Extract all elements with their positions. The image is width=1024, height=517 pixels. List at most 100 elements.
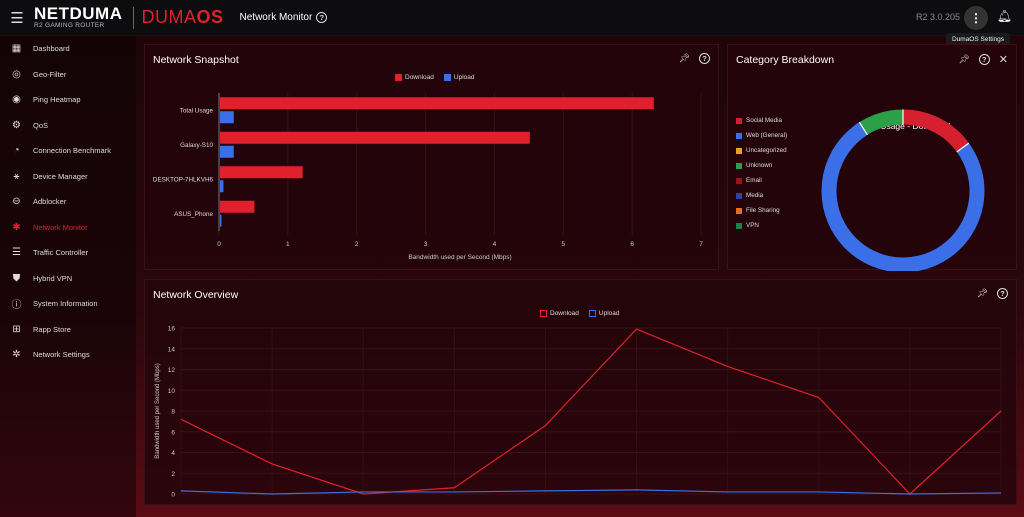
page-title: Network Monitor ?	[240, 12, 328, 23]
legend-item-download[interactable]: Download	[540, 310, 579, 317]
sidebar-item-connection-benchmark[interactable]: ◔ Connection Benchmark	[0, 138, 136, 164]
monitor-icon: ✱	[12, 221, 21, 233]
legend-swatch	[736, 192, 742, 199]
legend-label: Unknown	[746, 162, 773, 169]
sidebar-item-label: Adblocker	[33, 197, 67, 207]
legend-swatch	[736, 147, 742, 154]
legend-swatch	[540, 310, 547, 317]
category-donut-chart	[821, 109, 985, 271]
bar-download	[220, 131, 530, 144]
bar-upload	[220, 111, 234, 124]
line-series-download	[180, 328, 1002, 495]
brand-subtitle: R2 GAMING ROUTER	[34, 22, 105, 30]
legend-label: Media	[746, 192, 764, 199]
legend-label: Uncategorized	[746, 147, 787, 154]
sidebar-item-label: Geo-Filter	[33, 69, 67, 79]
sidebar-item-ping-heatmap[interactable]: ◉ Ping Heatmap	[0, 87, 136, 113]
globe-icon: ◎	[12, 68, 21, 80]
sidebar-item-rapp-store[interactable]: ⊞ Rapp Store	[0, 317, 136, 343]
sidebar-item-label: System Information	[33, 299, 98, 309]
dumaos-logo-a: DUMA	[141, 7, 197, 27]
legend-swatch	[395, 74, 402, 81]
x-axis-label: Bandwidth used per Second (Mbps)	[408, 254, 511, 261]
sidebar-item-label: Ping Heatmap	[33, 95, 81, 105]
help-icon[interactable]: ?	[978, 54, 990, 65]
sidebar-item-adblocker[interactable]: ⊖ Adblocker	[0, 189, 136, 215]
panel-title: Network Snapshot	[153, 54, 239, 66]
legend-item-download[interactable]: Download	[395, 74, 434, 81]
hamburger-icon[interactable]: ☰	[10, 9, 24, 27]
help-icon[interactable]: ?	[997, 288, 1008, 299]
panel-actions: 📌︎ ? ✕	[958, 53, 1008, 66]
sidebar-item-dashboard[interactable]: ▦ Dashboard	[0, 36, 136, 62]
legend-swatch	[736, 177, 742, 184]
y-tick-label: 6	[171, 429, 175, 436]
panel-title: Category Breakdown	[736, 54, 835, 66]
bar-upload	[220, 214, 222, 227]
category-legend-item[interactable]: Media	[736, 188, 787, 203]
kebab-icon[interactable]: ⋮	[964, 6, 988, 30]
sidebar-item-geo-filter[interactable]: ◎ Geo-Filter	[0, 62, 136, 88]
help-icon[interactable]: ?	[316, 12, 328, 23]
category-legend-item[interactable]: VPN	[736, 218, 787, 233]
dashboard-icon: ▦	[11, 43, 22, 55]
sidebar-item-device-manager[interactable]: ⚹ Device Manager	[0, 164, 136, 190]
legend-swatch	[736, 162, 742, 169]
x-tick-label: 2	[355, 241, 359, 248]
y-tick-label: 10	[168, 388, 176, 395]
sidebar-item-label: Rapp Store	[33, 324, 71, 334]
pin-icon[interactable]: 📌︎	[958, 54, 970, 64]
gear-icon: ✲	[12, 349, 21, 361]
panel-title: Network Overview	[153, 289, 239, 301]
x-tick-label: 4	[493, 241, 497, 248]
category-label: Galaxy-S10	[180, 142, 213, 149]
x-tick-label: 5	[561, 241, 565, 248]
category-legend-item[interactable]: Unknown	[736, 158, 787, 173]
help-icon[interactable]: ?	[699, 53, 710, 64]
legend-item-upload[interactable]: Upload	[588, 310, 620, 317]
bell-icon[interactable]: 🔔︎	[996, 9, 1012, 23]
category-legend-item[interactable]: Email	[736, 173, 787, 188]
x-tick-label: 6	[630, 241, 634, 248]
top-bar: ☰ NETDUMA R2 GAMING ROUTER DUMAOS Networ…	[0, 0, 1024, 36]
close-icon[interactable]: ✕	[998, 54, 1008, 66]
x-tick-label: 1	[286, 241, 290, 248]
page-title-text: Network Monitor	[239, 12, 313, 23]
category-legend-item[interactable]: Uncategorized	[736, 143, 787, 158]
category-legend-item[interactable]: Web (General)	[736, 128, 787, 143]
y-tick-label: 4	[171, 450, 175, 457]
shield-icon: ⛊	[12, 272, 21, 284]
network-snapshot-panel: Network Snapshot 📌︎ ? Download Upload 0 1…	[144, 44, 719, 270]
legend-swatch	[736, 222, 742, 229]
legend-swatch	[443, 74, 451, 81]
sidebar-item-label: Hybrid VPN	[33, 273, 73, 283]
sidebar: ▦ Dashboard ◎ Geo-Filter ◉ Ping Heatmap ⚙ QoS ◔ C…	[0, 36, 136, 517]
bar-download	[220, 200, 255, 213]
sidebar-item-system-information[interactable]: ⓘ System Information	[0, 291, 136, 317]
sidebar-item-network-monitor[interactable]: ✱ Network Monitor	[0, 215, 136, 241]
category-legend-item[interactable]: Social Media	[736, 113, 787, 128]
legend-label: File Sharing	[746, 207, 780, 214]
y-tick-label: 12	[168, 367, 176, 374]
legend-label: Social Media	[746, 117, 783, 124]
pin-icon[interactable]: 📌︎	[678, 53, 690, 63]
line-series-upload	[180, 489, 1002, 495]
category-legend-item[interactable]: File Sharing	[736, 203, 787, 218]
bar-upload	[220, 145, 234, 158]
dumaos-logo-b: OS	[196, 7, 224, 27]
legend-label: Upload	[598, 310, 620, 317]
donut-slice-unknown	[859, 109, 904, 136]
firmware-version: R2 3.0.205	[915, 12, 960, 22]
legend-label: Email	[746, 177, 762, 184]
donut-slice-web-general-	[821, 122, 985, 271]
donut-title: Total Usage - Download	[860, 121, 951, 131]
legend-swatch	[736, 117, 742, 124]
sidebar-item-traffic-controller[interactable]: ☰ Traffic Controller	[0, 240, 136, 266]
sidebar-item-hybrid-vpn[interactable]: ⛊ Hybrid VPN	[0, 266, 136, 292]
sidebar-item-qos[interactable]: ⚙ QoS	[0, 113, 136, 139]
y-tick-label: 16	[168, 326, 176, 333]
pin-icon[interactable]: 📌︎	[976, 288, 988, 298]
legend-item-upload[interactable]: Upload	[443, 74, 475, 81]
info-icon: ⓘ	[11, 300, 22, 312]
sidebar-item-network-settings[interactable]: ✲ Network Settings	[0, 342, 136, 368]
